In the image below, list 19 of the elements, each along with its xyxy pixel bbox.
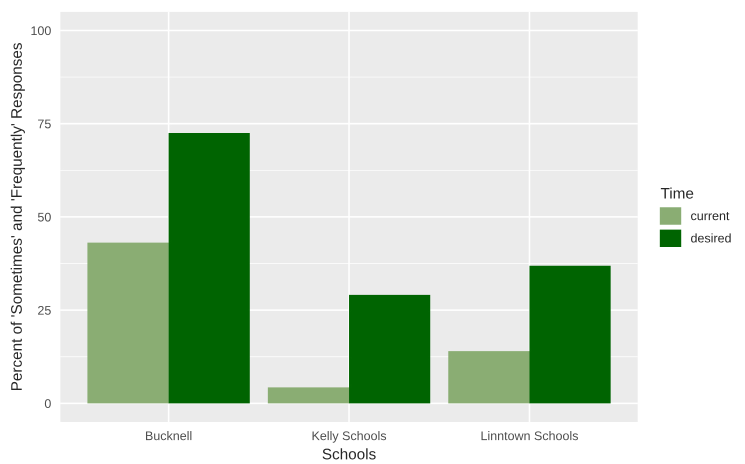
y-tick-label: 50: [38, 212, 51, 222]
bar: [529, 266, 611, 404]
x-tick-label: Kelly Schools: [312, 431, 386, 443]
legend-title: Time: [660, 187, 694, 199]
y-tick-label: 0: [44, 399, 51, 408]
x-tick-label: Linntown Schools: [482, 431, 578, 440]
y-tick-label: 100: [31, 26, 51, 36]
y-tick-label: 75: [38, 120, 51, 128]
bar: [349, 294, 430, 404]
bar: [448, 351, 530, 404]
legend-label: desired: [691, 233, 731, 243]
y-axis-title: Percent of 'Sometimes' and 'Frequently' Responses: [10, 43, 25, 390]
x-axis-title: Schools: [322, 448, 376, 460]
legend-label: current: [691, 212, 730, 220]
bar: [87, 242, 169, 404]
bar: [268, 387, 350, 404]
x-tick-label: Bucknell: [146, 431, 192, 440]
bar: [168, 133, 250, 404]
y-tick-label: 25: [38, 306, 51, 315]
